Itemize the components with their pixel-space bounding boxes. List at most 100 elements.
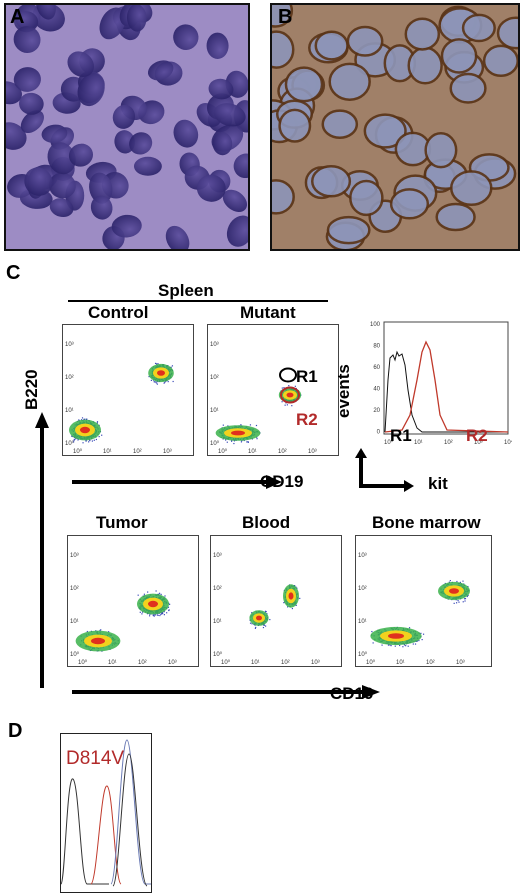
- event-dot: [163, 614, 165, 616]
- gate-r1-label: R1: [296, 367, 318, 386]
- event-dot: [139, 611, 141, 613]
- event-dot: [152, 615, 155, 617]
- event-dot: [457, 600, 459, 602]
- event-dot: [249, 424, 252, 426]
- event-dot: [99, 629, 101, 632]
- density-peak: [449, 588, 459, 594]
- cd19-arrow-top: [72, 475, 282, 489]
- event-dot: [407, 645, 409, 647]
- event-dot: [288, 385, 290, 387]
- event-dot: [73, 441, 75, 443]
- nucleus: [449, 72, 487, 104]
- nucleus: [349, 179, 384, 217]
- y-tick-label: 10⁰: [210, 440, 220, 447]
- nucleus: [6, 122, 27, 150]
- nucleus: [310, 165, 352, 198]
- y-tick-label: 10²: [213, 586, 222, 592]
- event-dot: [381, 644, 383, 646]
- event-dot: [231, 440, 233, 442]
- event-dot: [390, 645, 392, 647]
- trace-dark-2: [112, 753, 148, 887]
- nucleus: [6, 81, 22, 105]
- nucleus: [48, 172, 76, 199]
- x-tick-label: 10²: [278, 449, 287, 455]
- event-dot: [291, 607, 293, 610]
- event-dot: [91, 440, 93, 442]
- b220-arrow: [35, 412, 49, 688]
- histogram-x-tick: 10⁰: [384, 439, 394, 446]
- histogram-frame: [383, 321, 509, 435]
- control-flow-plot: 10⁰ 10⁰ 10¹ 10¹ 10² 10² 10³ 10³: [62, 324, 194, 456]
- event-dot: [164, 595, 166, 597]
- event-dot: [408, 627, 411, 629]
- nucleus: [206, 32, 229, 59]
- nucleus: [196, 174, 226, 202]
- event-dot: [422, 633, 425, 635]
- x-tick-label: 10¹: [251, 660, 260, 666]
- x-tick-label: 10²: [138, 660, 147, 666]
- nucleus: [111, 214, 142, 238]
- event-dot: [222, 424, 224, 426]
- event-dot: [467, 594, 469, 597]
- mutation-label: D814V: [66, 748, 125, 769]
- nucleus: [99, 7, 126, 40]
- event-dot: [153, 615, 155, 617]
- event-dot: [155, 382, 158, 384]
- event-dot: [254, 624, 256, 626]
- histogram-x-label: kit: [428, 474, 448, 493]
- event-dot: [157, 614, 159, 617]
- event-dot: [167, 381, 169, 383]
- event-dot: [249, 622, 252, 624]
- nucleus: [208, 78, 234, 100]
- blood-label: Blood: [242, 513, 291, 532]
- cd19-label-bottom: CD19: [330, 684, 374, 703]
- event-dot: [281, 387, 283, 389]
- chromatogram-traces: [61, 739, 151, 887]
- trace-dark-1: [61, 778, 109, 885]
- nucleus: [13, 67, 41, 92]
- y-tick-label: 10¹: [65, 408, 74, 414]
- event-dot: [168, 609, 170, 611]
- event-dot: [85, 440, 87, 442]
- tumor-flow-plot: 10⁰ 10⁰ 10¹ 10¹ 10² 10² 10³ 10³: [67, 535, 199, 667]
- histogram-r1-trace: [384, 350, 508, 433]
- event-dot: [453, 602, 455, 604]
- event-dot: [281, 401, 283, 403]
- histogram-y-tick: 60: [373, 365, 380, 371]
- event-dot: [455, 602, 458, 604]
- nucleus: [13, 26, 41, 53]
- nucleus: [133, 156, 162, 176]
- event-dot: [285, 402, 287, 404]
- density-peak: [231, 430, 245, 436]
- event-dot: [71, 435, 73, 437]
- nucleus: [328, 62, 371, 101]
- event-dot: [394, 645, 396, 647]
- event-dot: [449, 579, 451, 582]
- event-dot: [154, 362, 157, 365]
- event-dot: [156, 614, 158, 616]
- panel-label-d: D: [8, 720, 23, 742]
- event-dot: [462, 580, 464, 582]
- density-peak: [286, 392, 294, 398]
- event-dot: [170, 366, 172, 368]
- nucleus: [67, 51, 95, 78]
- event-dot: [148, 615, 151, 617]
- event-dot: [166, 612, 168, 614]
- histogram-r1-label: R1: [390, 426, 412, 445]
- nucleus: [233, 153, 248, 179]
- event-dot: [143, 593, 145, 595]
- y-tick-label: 10¹: [358, 619, 367, 625]
- event-dot: [269, 618, 271, 621]
- event-dot: [86, 630, 88, 633]
- event-dot: [264, 611, 267, 613]
- event-dot: [389, 644, 391, 646]
- event-dot: [227, 425, 229, 427]
- event-dot: [263, 624, 265, 626]
- event-dot: [371, 630, 373, 633]
- event-dot: [85, 418, 88, 420]
- y-tick-label: 10⁰: [213, 651, 223, 658]
- event-dot: [403, 644, 406, 646]
- nucleus: [278, 108, 312, 143]
